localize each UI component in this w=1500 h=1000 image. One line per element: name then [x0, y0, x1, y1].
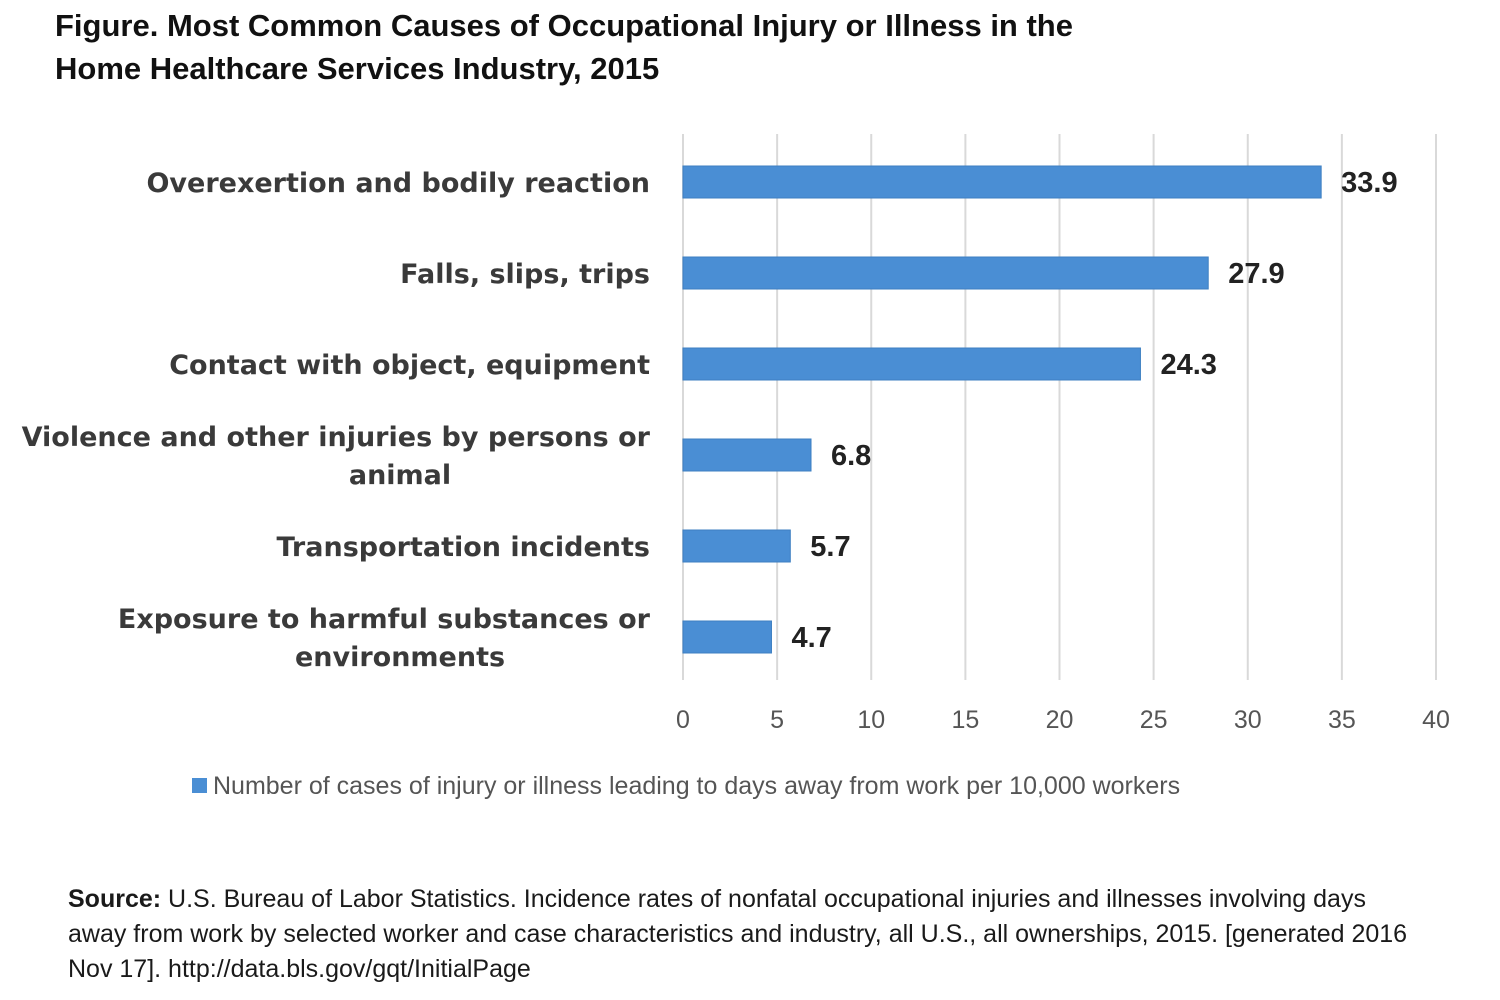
source-note: Source: U.S. Bureau of Labor Statistics.…	[68, 882, 1408, 987]
category-label-4: Transportation incidents	[276, 532, 650, 563]
category-label-5: Exposure to harmful substances or environ…	[118, 604, 651, 673]
bar-3	[682, 438, 812, 472]
category-label-3-line-1: animal	[349, 460, 451, 491]
x-tick-label-15: 15	[951, 706, 979, 734]
bar-2	[682, 347, 1141, 381]
x-tick-label-10: 10	[857, 706, 885, 734]
category-label-0-line-0: Overexertion and bodily reaction	[146, 168, 650, 199]
x-tick-label-5: 5	[770, 706, 784, 734]
category-label-0: Overexertion and bodily reaction	[146, 168, 650, 199]
legend-swatch	[192, 778, 207, 793]
category-label-1: Falls, slips, trips	[400, 259, 650, 290]
category-label-4-line-0: Transportation incidents	[276, 532, 650, 563]
category-label-3: Violence and other injuries by persons o…	[22, 422, 651, 491]
value-label-1: 27.9	[1228, 258, 1284, 290]
bar-5	[682, 620, 772, 654]
category-label-2-line-0: Contact with object, equipment	[169, 350, 650, 381]
category-label-5-line-0: Exposure to harmful substances or	[118, 604, 651, 635]
source-label: Source:	[68, 885, 162, 913]
bar-0	[682, 165, 1322, 199]
x-tick-label-0: 0	[676, 706, 690, 734]
category-label-5-line-1: environments	[295, 642, 505, 673]
source-text: U.S. Bureau of Labor Statistics. Inciden…	[68, 885, 1408, 983]
x-tick-label-35: 35	[1328, 706, 1356, 734]
chart-title-line-1: Figure. Most Common Causes of Occupation…	[55, 8, 1073, 43]
value-label-0: 33.9	[1341, 167, 1397, 199]
x-tick-label-20: 20	[1046, 706, 1074, 734]
category-label-3-line-0: Violence and other injuries by persons o…	[22, 422, 651, 453]
value-label-3: 6.8	[831, 440, 871, 472]
category-label-1-line-0: Falls, slips, trips	[400, 259, 650, 290]
x-tick-label-30: 30	[1234, 706, 1262, 734]
category-label-2: Contact with object, equipment	[169, 350, 650, 381]
value-label-4: 5.7	[810, 531, 850, 563]
x-tick-label-40: 40	[1422, 706, 1450, 734]
chart-title: Figure. Most Common Causes of Occupation…	[55, 4, 1455, 90]
chart-title-line-2: Home Healthcare Services Industry, 2015	[55, 51, 660, 86]
value-label-5: 4.7	[791, 622, 831, 654]
legend: Number of cases of injury or illness lea…	[192, 772, 1180, 801]
bar-chart: 0 5 10 15 20 25 30 35 40 33.9 Overexertion and bod…	[22, 134, 1450, 734]
x-tick-label-25: 25	[1140, 706, 1168, 734]
bar-1	[682, 256, 1209, 290]
value-label-2: 24.3	[1160, 349, 1216, 381]
legend-label: Number of cases of injury or illness lea…	[213, 772, 1181, 800]
bar-4	[682, 529, 791, 563]
